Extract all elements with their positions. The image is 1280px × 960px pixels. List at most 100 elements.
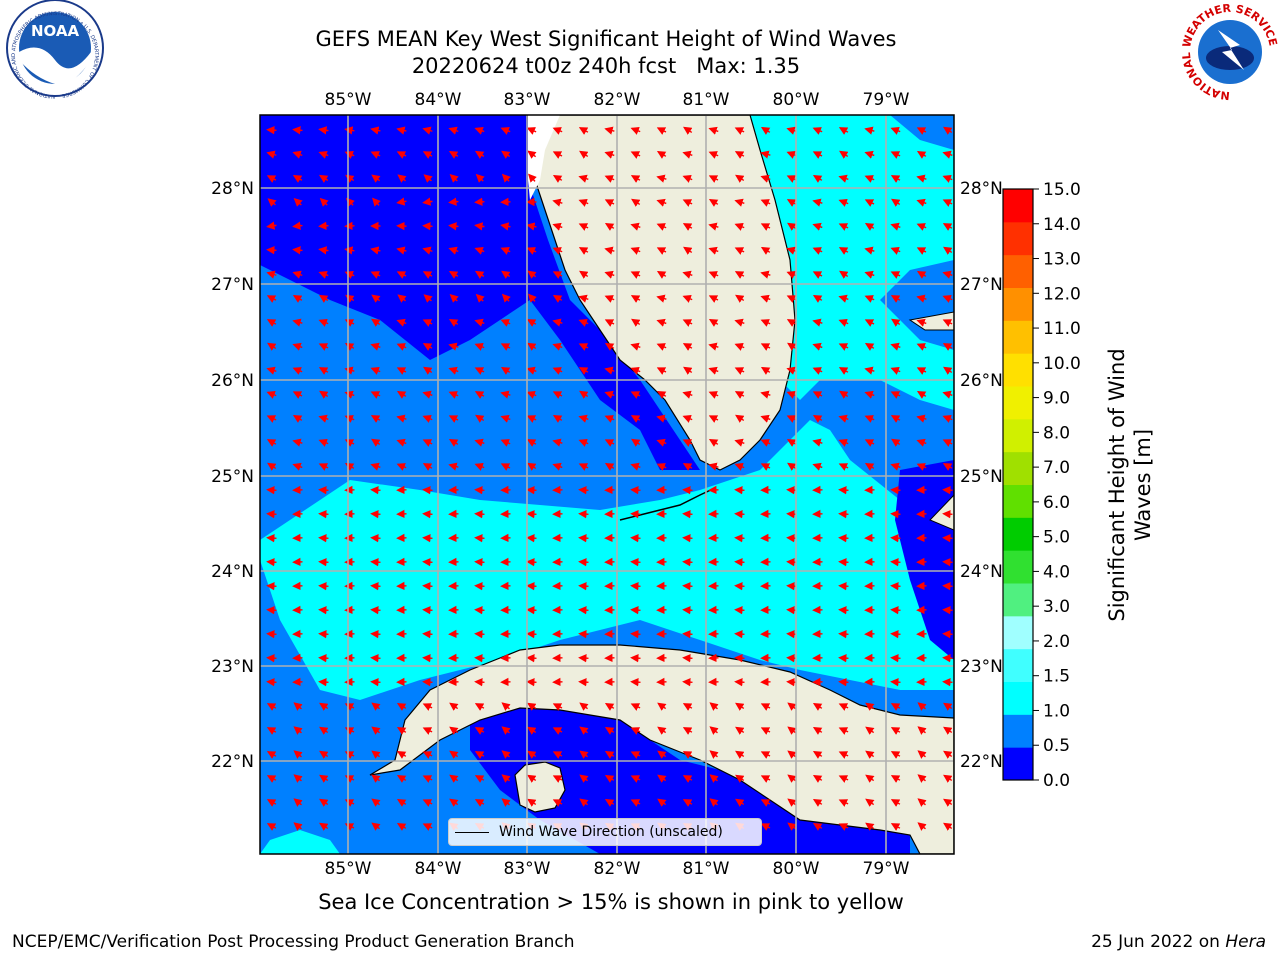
wave-direction-arrow [552, 127, 563, 135]
wave-direction-arrow [630, 581, 641, 591]
colorbar-tick-label: 5.0 [1043, 528, 1070, 548]
wave-direction-arrow [682, 775, 693, 783]
wave-direction-arrow [318, 557, 329, 567]
wave-direction-arrow [682, 270, 693, 279]
wave-direction-arrow [916, 198, 927, 207]
wave-direction-arrow [864, 295, 875, 303]
wave-direction-arrow [708, 342, 719, 351]
wave-direction-arrow [396, 318, 407, 327]
colorbar: 15.0 14.0 13.0 12.0 11.0 10.0 9.0 8.0 7.0 6.0 5.0 4… [1002, 180, 1081, 791]
wave-direction-arrow [916, 343, 927, 351]
wave-direction-arrow [682, 439, 693, 447]
wave-direction-arrow [656, 463, 667, 471]
wave-direction-arrow [578, 223, 589, 231]
wave-direction-arrow [630, 775, 641, 783]
wave-direction-arrow [448, 342, 459, 351]
wave-direction-arrow [916, 390, 927, 399]
wave-direction-arrow [838, 438, 849, 447]
wave-direction-arrow [709, 774, 719, 783]
wave-direction-arrow [890, 703, 901, 711]
lat-tick-left: 22°N [211, 752, 254, 772]
colorbar-frame [1002, 188, 1034, 781]
wave-direction-arrow [657, 750, 667, 759]
wave-direction-arrow [448, 391, 459, 399]
wave-direction-arrow [916, 318, 927, 327]
wave-direction-arrow [656, 247, 667, 255]
wave-direction-arrow [916, 270, 927, 279]
wave-direction-arrow [578, 294, 589, 303]
wave-direction-arrow [578, 629, 589, 639]
wave-direction-arrow [709, 798, 719, 807]
wave-direction-arrow [708, 126, 719, 135]
colorbar-tick-label: 0.0 [1043, 771, 1070, 791]
wave-direction-arrow [422, 581, 433, 591]
wave-direction-arrow [396, 246, 407, 255]
wave-direction-arrow [890, 485, 901, 495]
wave-direction-arrow [500, 439, 511, 447]
wave-direction-arrow [812, 414, 823, 423]
wave-direction-arrow [630, 366, 641, 375]
wave-direction-arrow [942, 463, 953, 471]
wave-direction-arrow [682, 629, 693, 639]
colorbar-segment [1003, 418, 1033, 453]
wave-direction-arrow [838, 823, 849, 831]
wave-direction-arrow [500, 343, 511, 351]
wave-direction-arrow [838, 198, 849, 207]
wave-direction-arrow [422, 126, 433, 135]
wave-direction-arrow [396, 151, 407, 159]
wave-direction-arrow [943, 126, 953, 135]
wave-direction-arrow [839, 390, 849, 399]
wave-direction-arrow [786, 319, 797, 327]
wave-direction-arrow [318, 509, 329, 519]
wave-direction-arrow [630, 222, 641, 231]
wave-direction-arrow [422, 343, 433, 351]
wave-direction-arrow [630, 485, 641, 495]
wave-direction-arrow [396, 197, 407, 206]
wave-direction-arrow [943, 246, 953, 255]
wave-direction-arrow [917, 726, 927, 735]
wave-direction-arrow [630, 751, 641, 759]
wave-direction-arrow [396, 390, 407, 399]
wave-direction-arrow [735, 750, 745, 759]
wave-direction-arrow [578, 127, 589, 135]
wave-direction-arrow [267, 342, 277, 351]
wave-direction-arrow [448, 366, 459, 375]
wave-direction-arrow [604, 246, 615, 255]
wave-direction-arrow [786, 485, 797, 495]
wave-direction-arrow [526, 677, 537, 687]
wave-direction-arrow [371, 798, 381, 807]
wave-direction-arrow [630, 677, 641, 687]
wave-direction-arrow [578, 247, 589, 255]
wave-direction-arrow [734, 222, 745, 231]
wave-direction-arrow [760, 366, 771, 375]
wave-direction-arrow [734, 151, 745, 159]
wave-direction-arrow [526, 485, 537, 495]
colorbar-segment [1003, 287, 1033, 321]
wave-direction-arrow [709, 702, 719, 711]
wave-direction-arrow [682, 223, 693, 231]
wave-direction-arrow [501, 270, 511, 279]
wave-direction-arrow [786, 605, 797, 615]
wave-direction-arrow [422, 414, 433, 423]
wave-direction-arrow [552, 799, 563, 807]
wave-direction-arrow [448, 126, 459, 135]
wave-direction-arrow [812, 774, 823, 783]
wave-direction-arrow [812, 198, 823, 207]
wave-direction-arrow [682, 581, 693, 591]
wave-direction-arrow [266, 221, 277, 230]
wave-direction-arrow [319, 774, 329, 783]
wave-direction-arrow [448, 318, 459, 327]
wave-direction-arrow [735, 798, 745, 807]
wave-direction-arrow [396, 798, 407, 807]
wave-direction-arrow [474, 126, 485, 135]
wave-direction-arrow [526, 439, 537, 447]
wave-direction-arrow [604, 366, 615, 375]
wave-direction-arrow [552, 174, 563, 183]
wave-direction-arrow [474, 367, 485, 375]
wave-direction-arrow [683, 366, 693, 375]
wave-direction-arrow [864, 390, 875, 399]
wave-direction-arrow [865, 822, 875, 831]
wave-direction-arrow [760, 199, 771, 207]
wave-direction-arrow [266, 270, 277, 279]
wave-direction-arrow [474, 342, 485, 351]
